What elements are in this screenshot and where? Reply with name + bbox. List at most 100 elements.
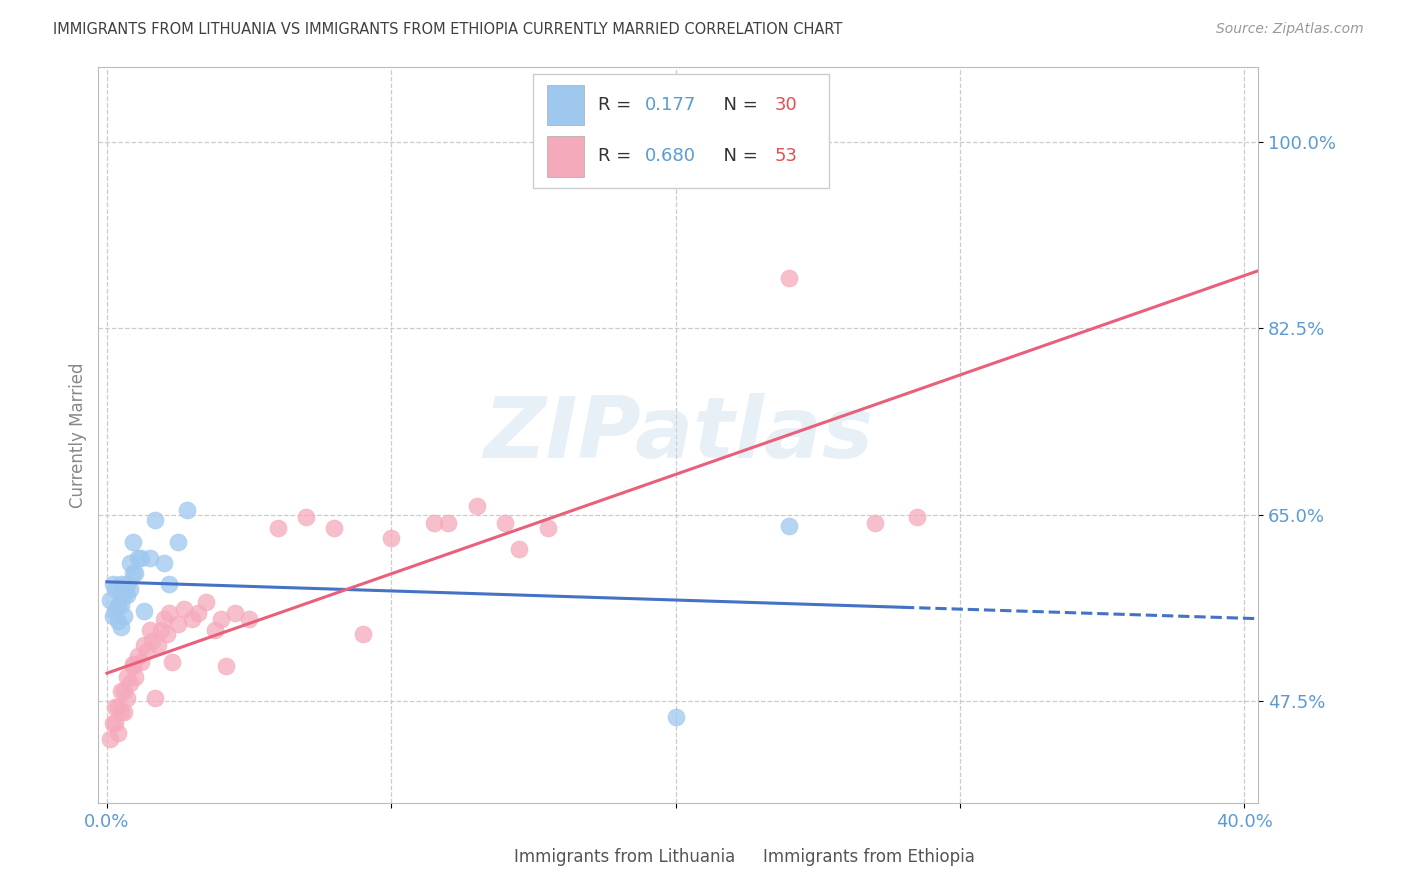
Text: 0.680: 0.680	[645, 147, 696, 165]
Point	[118, 556, 141, 570]
Point	[107, 699, 129, 714]
Point	[104, 582, 127, 597]
Point	[127, 550, 149, 565]
Point	[266, 521, 288, 535]
Point	[176, 502, 198, 516]
Point	[121, 534, 143, 549]
Point	[181, 612, 204, 626]
Point	[437, 516, 460, 531]
Point	[465, 500, 488, 514]
Point	[121, 659, 143, 673]
Point	[110, 683, 132, 698]
Point	[110, 577, 132, 591]
Point	[121, 566, 143, 581]
Point	[143, 513, 166, 527]
Point	[149, 623, 172, 637]
Point	[124, 670, 146, 684]
Text: Immigrants from Ethiopia: Immigrants from Ethiopia	[763, 847, 974, 865]
Point	[162, 655, 184, 669]
Point	[104, 715, 127, 730]
Point	[153, 556, 176, 570]
Point	[101, 715, 124, 730]
Point	[110, 620, 132, 634]
Text: 30: 30	[775, 96, 797, 114]
Point	[423, 516, 446, 531]
Point	[209, 612, 232, 626]
Point	[204, 623, 226, 637]
FancyBboxPatch shape	[547, 85, 585, 125]
Point	[352, 627, 374, 641]
Point	[173, 601, 195, 615]
Point	[295, 510, 318, 524]
FancyBboxPatch shape	[731, 844, 758, 869]
Point	[110, 705, 132, 719]
Point	[132, 604, 155, 618]
Point	[124, 566, 146, 581]
Point	[118, 582, 141, 597]
Point	[112, 588, 135, 602]
Point	[129, 655, 152, 669]
Point	[224, 606, 246, 620]
Point	[115, 588, 138, 602]
Point	[121, 657, 143, 672]
Point	[112, 705, 135, 719]
Point	[107, 726, 129, 740]
Point	[536, 521, 558, 535]
Text: N =: N =	[711, 147, 763, 165]
Point	[380, 531, 402, 545]
Point	[107, 599, 129, 613]
Point	[159, 606, 181, 620]
Point	[664, 710, 686, 724]
Point	[138, 623, 160, 637]
Point	[146, 638, 169, 652]
Point	[238, 612, 260, 626]
Point	[132, 638, 155, 652]
Point	[159, 577, 181, 591]
Point	[778, 271, 800, 285]
Text: ZIPatlas: ZIPatlas	[484, 393, 873, 476]
Point	[508, 541, 530, 556]
Point	[104, 604, 127, 618]
Point	[167, 534, 190, 549]
Point	[167, 616, 190, 631]
Point	[107, 615, 129, 629]
Text: R =: R =	[599, 96, 637, 114]
Y-axis label: Currently Married: Currently Married	[69, 362, 87, 508]
Point	[863, 516, 886, 531]
Point	[101, 577, 124, 591]
Point	[127, 648, 149, 663]
Point	[112, 683, 135, 698]
Point	[215, 659, 238, 673]
Point	[156, 627, 179, 641]
Point	[104, 699, 127, 714]
Text: N =: N =	[711, 96, 763, 114]
Point	[187, 606, 209, 620]
Text: R =: R =	[599, 147, 637, 165]
Point	[110, 599, 132, 613]
Point	[98, 731, 121, 746]
Point	[905, 510, 928, 524]
Point	[135, 644, 157, 658]
Point	[112, 609, 135, 624]
Text: 0.177: 0.177	[645, 96, 696, 114]
Point	[138, 550, 160, 565]
Point	[115, 691, 138, 706]
Point	[101, 609, 124, 624]
Text: IMMIGRANTS FROM LITHUANIA VS IMMIGRANTS FROM ETHIOPIA CURRENTLY MARRIED CORRELAT: IMMIGRANTS FROM LITHUANIA VS IMMIGRANTS …	[53, 22, 842, 37]
Point	[494, 516, 516, 531]
Text: Immigrants from Lithuania: Immigrants from Lithuania	[513, 847, 735, 865]
Point	[118, 676, 141, 690]
FancyBboxPatch shape	[547, 136, 585, 177]
Text: Source: ZipAtlas.com: Source: ZipAtlas.com	[1216, 22, 1364, 37]
Point	[115, 670, 138, 684]
Point	[129, 550, 152, 565]
Text: 53: 53	[775, 147, 797, 165]
Point	[153, 612, 176, 626]
FancyBboxPatch shape	[481, 844, 509, 869]
Point	[778, 518, 800, 533]
Point	[115, 577, 138, 591]
FancyBboxPatch shape	[533, 74, 830, 188]
Point	[195, 595, 218, 609]
Point	[141, 633, 163, 648]
Point	[323, 521, 346, 535]
